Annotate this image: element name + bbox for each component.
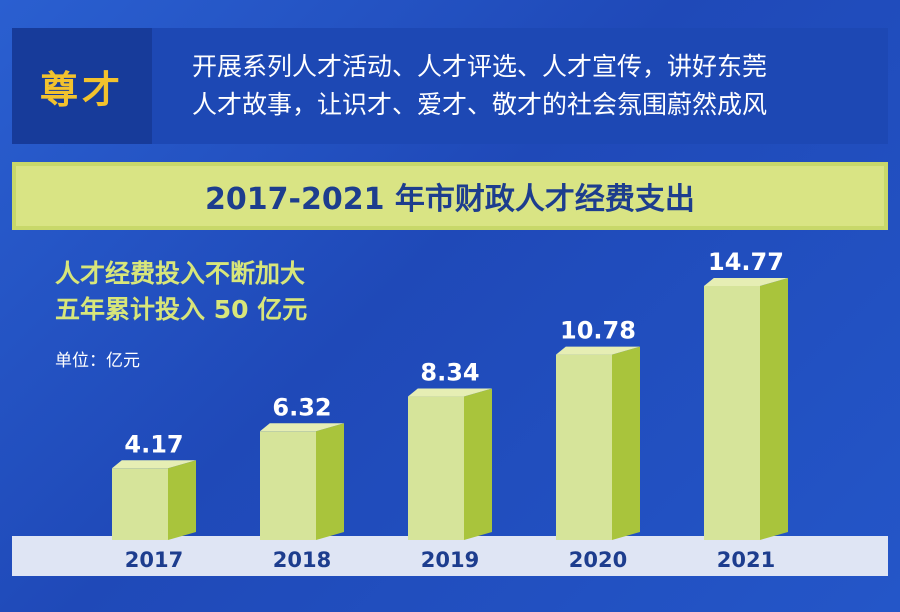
- bar-side-2020: [612, 346, 640, 540]
- value-label-2017: 4.17: [124, 430, 183, 458]
- year-label-2021: 2021: [717, 548, 775, 572]
- x-axis-strip: [12, 536, 888, 576]
- bar-top-2018: [260, 423, 344, 432]
- chart-title: 2017-2021 年市财政人才经费支出: [205, 182, 695, 217]
- value-label-2018: 6.32: [272, 393, 331, 421]
- bar-front-2018: [260, 431, 316, 540]
- bar-front-2017: [112, 468, 168, 540]
- header-line-1: 开展系列人才活动、人才评选、人才宣传，讲好东莞: [192, 52, 768, 81]
- chart-title-bar: 2017-2021 年市财政人才经费支出: [12, 162, 888, 230]
- bar-side-2017: [168, 460, 196, 540]
- bar-side-2019: [464, 388, 492, 540]
- bar-top-2021: [704, 277, 788, 286]
- value-label-2019: 8.34: [420, 359, 479, 387]
- bar-top-2019: [408, 388, 492, 397]
- bar-front-2020: [556, 354, 612, 540]
- header-line-2: 人才故事，让识才、爱才、敬才的社会氛围蔚然成风: [192, 90, 768, 119]
- bar-top-2020: [556, 346, 640, 355]
- bar-side-2018: [316, 423, 344, 540]
- chart-subtitle: 人才经费投入不断加大 五年累计投入 50 亿元: [55, 256, 307, 328]
- section-tag-label: 尊才: [39, 67, 124, 112]
- subtitle-line-1: 人才经费投入不断加大: [55, 259, 306, 288]
- header-panel: [12, 28, 888, 144]
- header-description: 开展系列人才活动、人才评选、人才宣传，讲好东莞 人才故事，让识才、爱才、敬才的社…: [192, 48, 872, 124]
- year-label-2017: 2017: [125, 548, 183, 572]
- value-label-2021: 14.77: [708, 248, 784, 276]
- subtitle-line-2: 五年累计投入 50 亿元: [55, 295, 308, 324]
- value-label-2020: 10.78: [560, 317, 636, 345]
- bar-top-2017: [112, 460, 196, 469]
- unit-label: 单位：亿元: [55, 351, 140, 371]
- year-label-2019: 2019: [421, 548, 479, 572]
- section-tag: 尊才: [12, 28, 152, 144]
- bar-side-2021: [760, 277, 788, 540]
- bar-front-2019: [408, 396, 464, 540]
- year-label-2020: 2020: [569, 548, 627, 572]
- bar-front-2021: [704, 285, 760, 540]
- year-label-2018: 2018: [273, 548, 331, 572]
